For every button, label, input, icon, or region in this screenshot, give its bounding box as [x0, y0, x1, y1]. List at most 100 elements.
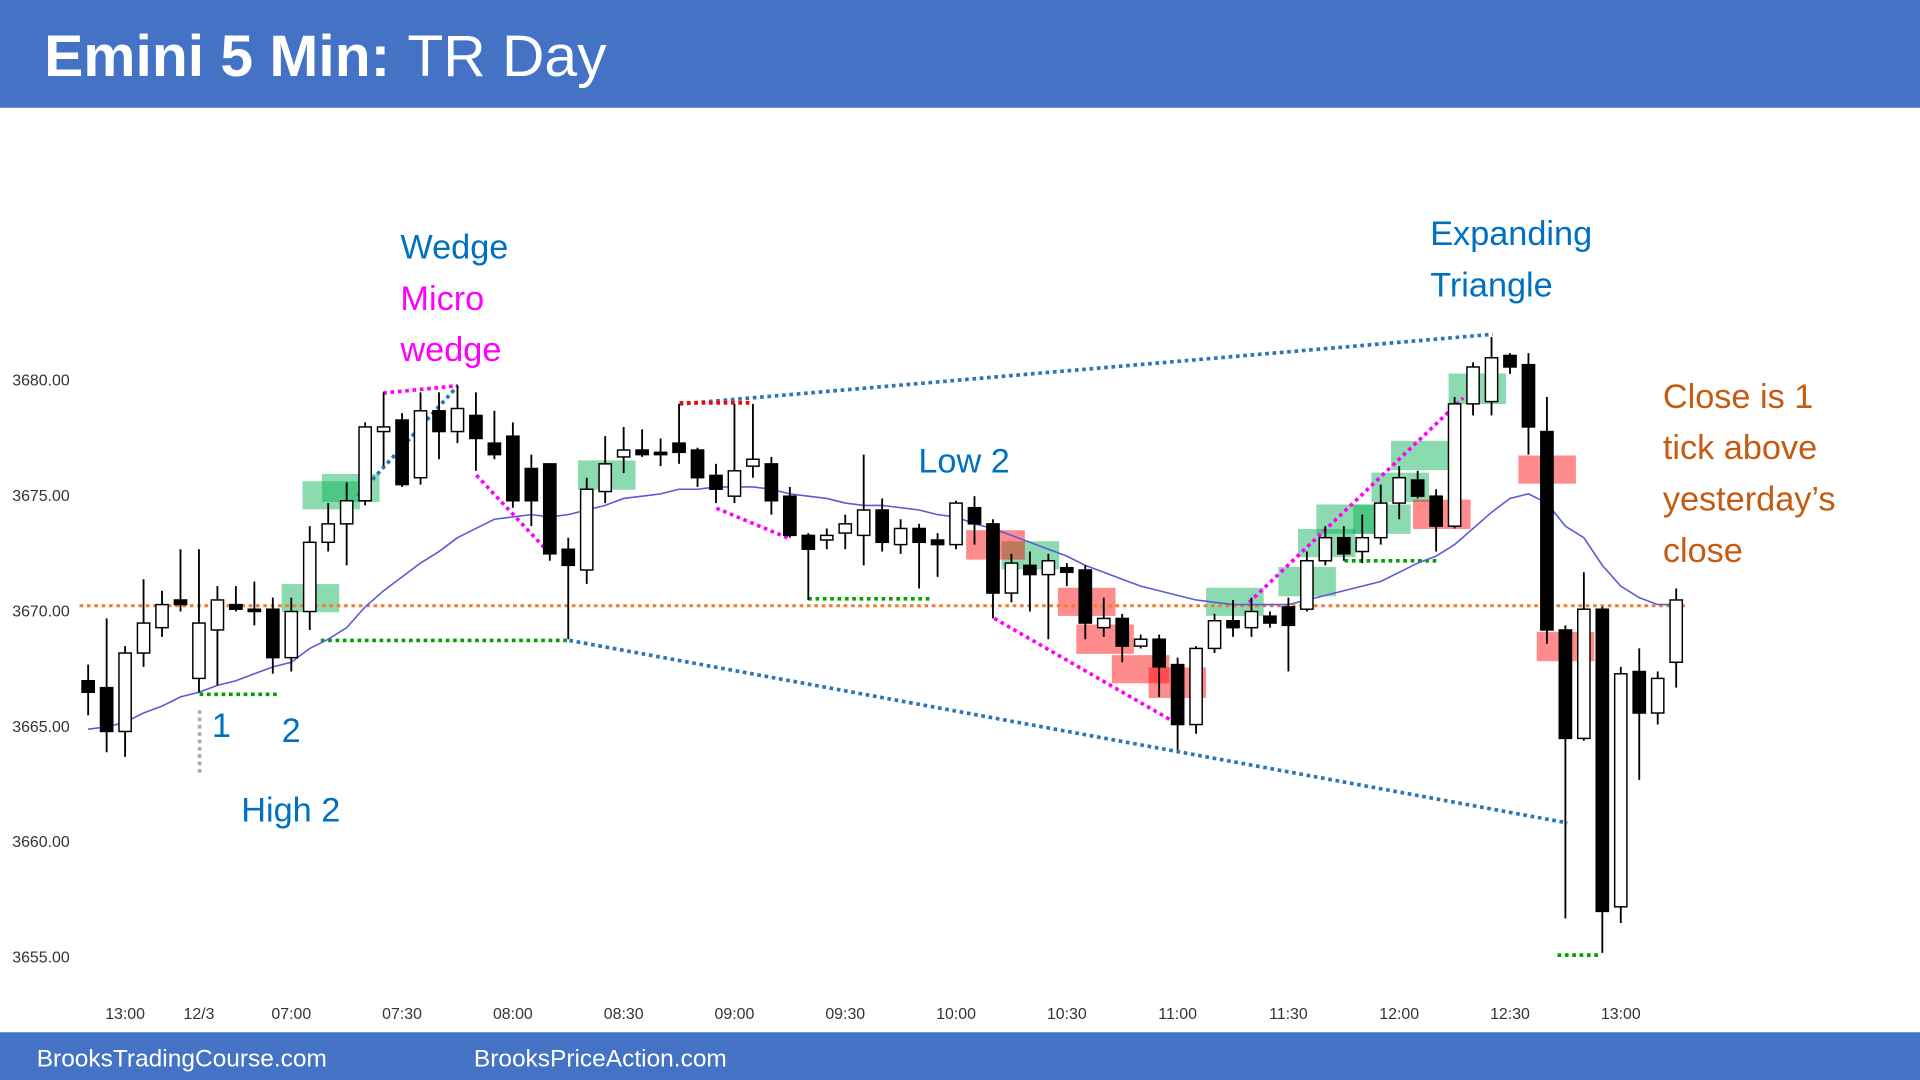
candle-body: [1133, 638, 1148, 647]
y-tick-label: 3675.00: [12, 488, 70, 505]
x-tick-label: 13:00: [105, 1006, 145, 1023]
candle-body: [561, 548, 576, 567]
candle-body: [1023, 564, 1037, 576]
candle-body: [450, 407, 465, 433]
y-tick-label: 3655.00: [12, 949, 70, 966]
annotation: 1: [212, 707, 231, 745]
x-tick-label: 09:00: [715, 1006, 755, 1023]
trend-line: [383, 383, 459, 395]
candle-body: [469, 414, 483, 440]
x-tick-label: 10:30: [1047, 1006, 1087, 1023]
candle-body: [1429, 495, 1443, 527]
annotation: Micro: [400, 280, 484, 318]
candle-body: [284, 610, 299, 659]
x-tick-label: 12:30: [1490, 1006, 1530, 1023]
candle-body: [155, 603, 169, 629]
candle-body: [1336, 536, 1351, 555]
candle-body: [1373, 502, 1388, 539]
annotation: Close is 1: [1663, 378, 1813, 416]
subtitle: TR Day: [407, 24, 607, 89]
candle-body: [1300, 560, 1314, 610]
candle-body: [1263, 615, 1277, 624]
candle-body: [1078, 569, 1093, 624]
candle-body: [487, 442, 502, 456]
annotation: tick above: [1663, 429, 1817, 467]
candle-body: [413, 410, 428, 479]
candle-body: [1613, 673, 1628, 908]
candle-body: [1484, 357, 1499, 403]
candle-body: [1447, 403, 1462, 527]
x-tick-label: 11:30: [1269, 1006, 1308, 1023]
candle-body: [229, 603, 243, 610]
candle-body: [1521, 363, 1536, 428]
trend-line: [993, 616, 1181, 727]
candle-body: [1059, 566, 1074, 574]
x-tick-label: 11:00: [1158, 1006, 1197, 1023]
candle-body: [1410, 479, 1425, 497]
candle-body: [764, 463, 779, 502]
plot: 3655.00 3660.00 3665.00 3670.00 3675.00 3680.…: [12, 336, 1688, 1023]
candle-body: [616, 449, 631, 458]
footer-bar: [0, 1032, 1920, 1080]
candle-body: [930, 539, 945, 546]
candle-body: [690, 449, 705, 479]
x-tick-label: 12:00: [1379, 1006, 1419, 1023]
candle-body: [265, 608, 280, 659]
candle-body: [1355, 536, 1370, 553]
annotation: Triangle: [1430, 266, 1553, 304]
candle-body: [1244, 610, 1259, 629]
annotation: yesterday’s: [1663, 481, 1836, 519]
candle-body: [1004, 562, 1019, 594]
annotation: close: [1663, 532, 1743, 570]
annotation: High 2: [241, 792, 340, 830]
candle-body: [1576, 608, 1591, 740]
candle-body: [247, 608, 262, 613]
candle-body: [506, 435, 520, 502]
candle-body: [192, 622, 206, 680]
candle-body: [579, 488, 594, 571]
candle-body: [1466, 366, 1480, 405]
candle-body: [782, 495, 797, 537]
candle-body: [672, 442, 686, 454]
candle-body: [709, 474, 723, 490]
candle-body: [1540, 430, 1554, 631]
candle-body: [173, 599, 188, 606]
candle-body: [986, 523, 1000, 594]
x-tick-label: 07:00: [271, 1006, 311, 1023]
candle-body: [302, 541, 317, 613]
candle-body: [1669, 599, 1684, 663]
candle-body: [967, 506, 982, 525]
candle-body: [542, 463, 557, 555]
candle-body: [210, 599, 225, 631]
title: Emini 5 Min:: [44, 24, 390, 89]
y-tick-label: 3670.00: [12, 603, 70, 620]
annotation: Expanding: [1430, 215, 1592, 253]
x-tick-label: 08:00: [493, 1006, 533, 1023]
candle-body: [635, 449, 649, 456]
candle-body: [1318, 536, 1333, 562]
annotation: Low 2: [918, 443, 1009, 481]
y-tick-label: 3680.00: [12, 373, 70, 390]
annotation: wedge: [399, 331, 501, 369]
candle-body: [801, 534, 816, 550]
candle-body: [1632, 670, 1647, 714]
candle-body: [1392, 476, 1407, 504]
candle-body: [376, 426, 391, 433]
candle-body: [1558, 629, 1573, 740]
trend-line: [1247, 396, 1465, 604]
candle-body: [1226, 620, 1240, 629]
candle-body: [819, 534, 834, 541]
candle-body: [1650, 677, 1665, 714]
candle-body: [339, 500, 354, 525]
x-tick-label: 08:30: [604, 1006, 644, 1023]
footer-text: BrooksTradingCourse.com: [37, 1046, 327, 1073]
trend-line: [474, 473, 552, 555]
candle-body: [358, 426, 373, 502]
candle-body: [1041, 560, 1056, 576]
y-tick-label: 3660.00: [12, 834, 70, 851]
x-tick-label: 09:30: [825, 1006, 865, 1023]
candle-body: [81, 679, 96, 693]
candle-body: [1170, 663, 1185, 726]
trend-line: [569, 638, 1568, 825]
